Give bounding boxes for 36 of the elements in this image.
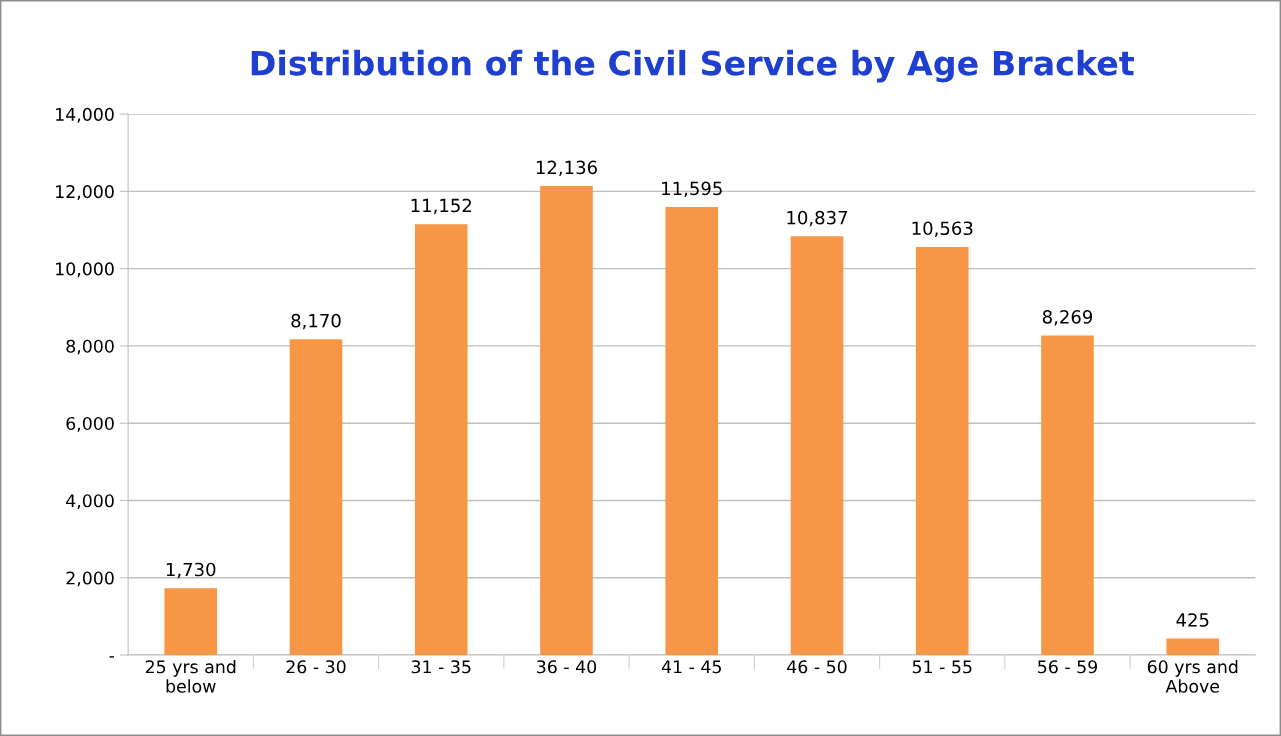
x-tick-label: 46 - 50 xyxy=(787,660,847,674)
data-label: 10,837 xyxy=(787,210,848,227)
y-tick-label: 6,000 xyxy=(66,416,114,432)
x-tick-label: 60 yrs and Above xyxy=(1147,659,1238,693)
y-tick-label: 12,000 xyxy=(56,185,114,200)
bar xyxy=(289,339,343,656)
data-label: 1,730 xyxy=(166,562,216,579)
x-tick-label: 36 - 40 xyxy=(537,660,597,674)
x-tick-label: 26 - 30 xyxy=(286,660,346,674)
bar xyxy=(915,246,969,656)
y-tick-label: 4,000 xyxy=(66,494,114,510)
y-tick-label: 10,000 xyxy=(56,262,114,278)
bar xyxy=(790,236,844,656)
bar xyxy=(665,207,719,656)
bar xyxy=(540,186,593,656)
data-label: 12,136 xyxy=(536,160,597,177)
x-tick-label: 25 yrs and below xyxy=(145,659,236,693)
y-tick-label: - xyxy=(109,656,115,658)
data-label: 11,595 xyxy=(662,181,722,198)
y-tick-label: 2,000 xyxy=(66,571,114,587)
x-tick-label: 41 - 45 xyxy=(661,660,721,674)
y-tick-label: 14,000 xyxy=(56,107,114,123)
bar xyxy=(414,224,468,656)
data-label: 10,563 xyxy=(912,221,973,237)
chart-title: Distribution of the Civil Service by Age Bracket xyxy=(251,49,1135,83)
x-tick-label: 51 - 55 xyxy=(912,660,972,674)
data-label: 8,170 xyxy=(291,313,341,330)
bar xyxy=(164,588,218,656)
y-tick-label: 8,000 xyxy=(66,339,114,355)
bar xyxy=(1166,638,1220,656)
data-label: 425 xyxy=(1176,613,1209,627)
data-label: 11,152 xyxy=(411,198,472,215)
data-label: 8,269 xyxy=(1042,310,1093,326)
x-tick-label: 31 - 35 xyxy=(411,660,471,674)
bar xyxy=(1041,335,1094,656)
x-tick-label: 56 - 59 xyxy=(1038,660,1098,674)
